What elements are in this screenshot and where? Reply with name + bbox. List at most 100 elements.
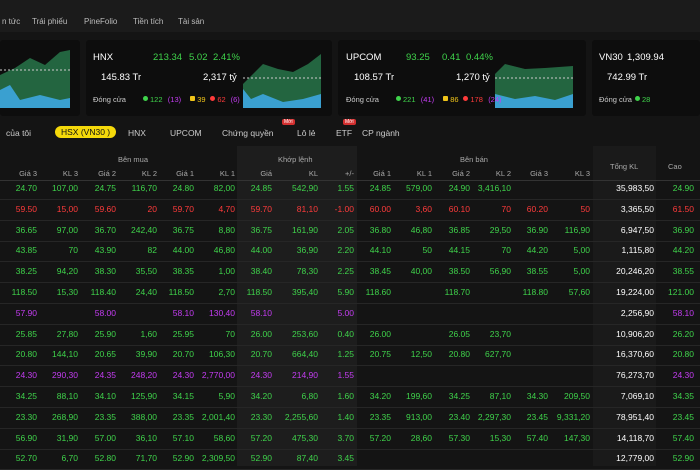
price-cell: 40,00 <box>410 266 432 277</box>
nav-item[interactable]: Tài sản <box>178 17 205 26</box>
price-cell: 81,10 <box>296 203 318 214</box>
index-card <box>338 40 586 116</box>
price-cell: 44.10 <box>369 245 391 256</box>
price-cell: 58.10 <box>250 307 272 318</box>
price-cell: 36,90 <box>296 245 318 256</box>
price-cell: 209,50 <box>564 391 590 401</box>
nav-item[interactable]: Tiền tích <box>133 17 164 26</box>
tab[interactable]: của tôi <box>6 128 32 138</box>
price-cell: 3,365,50 <box>620 203 654 214</box>
price-cell: 106,30 <box>209 349 235 360</box>
price-cell: 23.35 <box>369 411 391 422</box>
price-cell: 36.80 <box>369 224 391 235</box>
group-header: Khớp lệnh <box>278 155 313 164</box>
nav-item[interactable]: Trái phiếu <box>32 17 68 26</box>
price-cell: 38.35 <box>172 266 194 277</box>
price-cell: 20.75 <box>369 349 391 360</box>
price-cell: 2,255,60 <box>284 411 318 422</box>
breadth-count: (13) <box>167 95 182 104</box>
breadth-count: (41) <box>420 95 435 104</box>
price-cell: 24.90 <box>448 183 470 193</box>
tab[interactable]: UPCOM <box>170 128 202 138</box>
price-cell: 31,90 <box>56 432 78 443</box>
price-cell: 144,10 <box>52 349 78 360</box>
price-cell: 2.25 <box>337 266 354 277</box>
price-cell: 24.30 <box>250 370 272 381</box>
price-cell: 3.70 <box>337 432 354 443</box>
price-cell: 57.40 <box>526 432 548 443</box>
price-cell: 1.40 <box>337 411 354 422</box>
price-cell: 118.70 <box>444 287 470 297</box>
tab-badge: Mới <box>282 119 295 125</box>
price-cell: 121.00 <box>668 287 694 297</box>
column-header: Giá 3 <box>530 169 548 178</box>
price-cell: 542,90 <box>292 183 318 193</box>
nav-item[interactable]: n tức <box>2 17 21 26</box>
price-cell: 38.55 <box>672 266 694 277</box>
price-cell: 56,90 <box>489 266 511 277</box>
price-cell: 23.35 <box>172 411 194 422</box>
price-cell: 5,00 <box>573 245 590 256</box>
price-cell: 1.55 <box>337 183 354 193</box>
row-divider <box>0 323 700 325</box>
price-cell: 6,947,50 <box>620 224 654 235</box>
column-header: Giá 1 <box>176 169 194 178</box>
price-cell: 61.50 <box>672 203 694 214</box>
tab[interactable]: HSX (VN30 ) <box>55 126 117 138</box>
price-cell: 25.85 <box>15 328 37 339</box>
price-cell: 2,256,90 <box>620 307 654 318</box>
price-cell: 60.20 <box>526 203 548 214</box>
status-icon <box>190 96 196 101</box>
row-divider <box>0 365 700 367</box>
price-cell: 59.70 <box>250 203 272 214</box>
status-icon <box>443 96 449 101</box>
price-cell: 26.00 <box>250 328 272 339</box>
price-cell: 76,273,70 <box>616 370 654 381</box>
price-cell: 29,50 <box>489 224 511 235</box>
index-volume: 742.99 Tr <box>607 72 648 83</box>
price-cell: 60.10 <box>448 203 470 214</box>
nav-item[interactable]: PineFolio <box>84 17 118 26</box>
price-cell: 44.00 <box>172 245 194 256</box>
tab[interactable]: Chứng quyền <box>222 128 274 138</box>
price-cell: 57.00 <box>94 432 116 443</box>
price-cell: 59.70 <box>172 203 194 214</box>
price-cell: 3.45 <box>337 453 354 464</box>
price-cell: 26.05 <box>448 328 470 339</box>
status-icon <box>396 96 401 101</box>
price-cell: 20 <box>147 203 157 214</box>
price-cell: 36.75 <box>250 224 272 235</box>
tab[interactable]: HNX <box>128 128 146 138</box>
row-divider <box>0 427 700 429</box>
price-cell: 118.40 <box>90 287 116 297</box>
mini-chart <box>495 64 573 108</box>
price-cell: 36.90 <box>672 224 694 235</box>
price-cell: 5.90 <box>337 287 354 297</box>
price-cell: 4,70 <box>218 203 235 214</box>
price-cell: 23.45 <box>672 411 694 422</box>
breadth-count: 122 <box>150 95 163 104</box>
price-cell: 1.60 <box>337 391 354 401</box>
price-cell: 20.65 <box>94 349 116 360</box>
price-cell: 290,30 <box>52 370 78 381</box>
price-cell: 87,10 <box>489 391 511 401</box>
index-card <box>0 40 80 116</box>
price-cell: 70 <box>501 203 511 214</box>
price-cell: 38.40 <box>250 266 272 277</box>
index-percent: 2.41% <box>213 52 240 63</box>
price-cell: 9,331,20 <box>556 411 590 422</box>
top-nav <box>0 0 700 32</box>
group-header: Bên mua <box>118 155 149 164</box>
row-divider <box>0 448 700 450</box>
breadth-count: 86 <box>450 95 459 104</box>
price-cell: 147,30 <box>564 432 590 443</box>
tab[interactable]: Lô lẻ <box>297 128 316 138</box>
price-cell: 664,40 <box>292 349 318 360</box>
tab[interactable]: CP ngành <box>362 128 400 138</box>
tab[interactable]: ETF <box>336 128 353 138</box>
row-divider <box>0 282 700 284</box>
price-cell: 46,80 <box>213 245 235 256</box>
price-cell: 23.40 <box>448 411 470 422</box>
mini-chart <box>0 50 70 108</box>
